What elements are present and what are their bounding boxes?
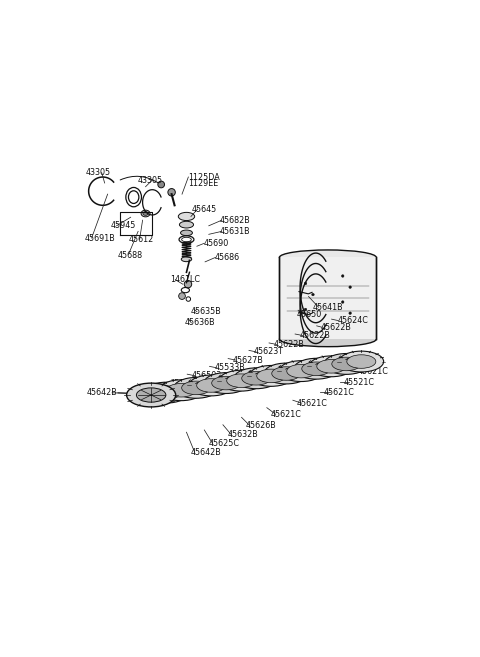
Ellipse shape — [279, 361, 324, 382]
Text: 1129EE: 1129EE — [188, 179, 218, 188]
Ellipse shape — [317, 359, 346, 373]
Ellipse shape — [204, 373, 249, 394]
Text: 45622B: 45622B — [321, 323, 351, 332]
Text: 45623T: 45623T — [253, 348, 283, 356]
Ellipse shape — [279, 332, 376, 347]
Text: 45650: 45650 — [296, 310, 322, 319]
Text: 45625C: 45625C — [209, 439, 240, 448]
Ellipse shape — [159, 380, 204, 401]
Ellipse shape — [257, 369, 286, 382]
Text: 45686: 45686 — [215, 253, 240, 262]
Text: 45626B: 45626B — [246, 421, 277, 430]
Circle shape — [158, 181, 165, 188]
Ellipse shape — [272, 367, 301, 380]
Ellipse shape — [279, 250, 376, 265]
Ellipse shape — [137, 388, 166, 402]
Ellipse shape — [309, 356, 354, 376]
Text: 45612: 45612 — [129, 235, 154, 244]
Ellipse shape — [180, 230, 192, 236]
Ellipse shape — [264, 363, 309, 384]
Text: 45533B: 45533B — [215, 363, 245, 373]
Text: 1125DA: 1125DA — [188, 173, 220, 181]
Text: 45621C: 45621C — [270, 410, 301, 419]
Ellipse shape — [127, 383, 176, 407]
Text: 1461LC: 1461LC — [170, 275, 200, 284]
Text: 45632B: 45632B — [228, 430, 258, 439]
Ellipse shape — [302, 362, 331, 376]
Ellipse shape — [144, 382, 189, 403]
Ellipse shape — [189, 375, 233, 396]
Text: 45641B: 45641B — [313, 303, 344, 311]
Text: 45621C: 45621C — [358, 367, 388, 376]
Circle shape — [184, 281, 192, 288]
Text: 45637B: 45637B — [170, 379, 201, 388]
Text: 45636B: 45636B — [185, 319, 215, 327]
Ellipse shape — [136, 388, 166, 402]
Circle shape — [341, 301, 344, 304]
Ellipse shape — [167, 384, 196, 397]
Ellipse shape — [197, 378, 226, 392]
Text: 45624C: 45624C — [337, 316, 368, 325]
Ellipse shape — [347, 355, 376, 369]
Ellipse shape — [181, 257, 192, 261]
Text: 45627B: 45627B — [233, 355, 264, 365]
Circle shape — [349, 312, 351, 315]
Ellipse shape — [339, 351, 384, 372]
Ellipse shape — [141, 210, 150, 217]
Ellipse shape — [227, 374, 256, 388]
Text: 45688: 45688 — [118, 251, 143, 260]
Ellipse shape — [129, 384, 173, 405]
Ellipse shape — [249, 365, 294, 386]
Ellipse shape — [180, 221, 193, 228]
Circle shape — [341, 275, 344, 277]
Ellipse shape — [174, 377, 218, 398]
Ellipse shape — [152, 386, 180, 399]
Ellipse shape — [212, 376, 240, 390]
Ellipse shape — [332, 357, 361, 371]
Ellipse shape — [181, 237, 192, 242]
Circle shape — [349, 286, 351, 288]
Ellipse shape — [234, 368, 278, 389]
Text: 45642B: 45642B — [87, 388, 118, 397]
Text: 45645: 45645 — [192, 204, 217, 214]
Ellipse shape — [294, 358, 338, 379]
Text: 45631B: 45631B — [220, 227, 251, 236]
Circle shape — [168, 189, 175, 196]
Text: 45682B: 45682B — [220, 215, 251, 225]
Ellipse shape — [219, 371, 264, 391]
Circle shape — [304, 282, 307, 284]
Text: 45622B: 45622B — [274, 340, 305, 349]
Text: 45690: 45690 — [203, 238, 228, 248]
Ellipse shape — [324, 353, 369, 374]
Ellipse shape — [143, 212, 148, 215]
FancyBboxPatch shape — [279, 258, 376, 339]
Text: 45622B: 45622B — [300, 331, 331, 340]
Text: 43305: 43305 — [138, 175, 163, 185]
Circle shape — [179, 293, 185, 300]
Text: 45642B: 45642B — [190, 448, 221, 457]
Text: 456503: 456503 — [192, 371, 222, 380]
Text: 45945: 45945 — [110, 221, 135, 230]
Text: 45621C: 45621C — [296, 399, 327, 408]
Circle shape — [312, 293, 314, 296]
Text: 45621C: 45621C — [324, 388, 355, 397]
Text: 45635B: 45635B — [190, 307, 221, 316]
Circle shape — [304, 308, 307, 311]
Ellipse shape — [242, 371, 271, 385]
Text: 43305: 43305 — [86, 168, 111, 177]
Ellipse shape — [181, 381, 211, 395]
Ellipse shape — [178, 212, 195, 221]
Text: 45521C: 45521C — [344, 378, 374, 387]
Ellipse shape — [287, 365, 316, 378]
Text: 45691B: 45691B — [84, 233, 115, 242]
